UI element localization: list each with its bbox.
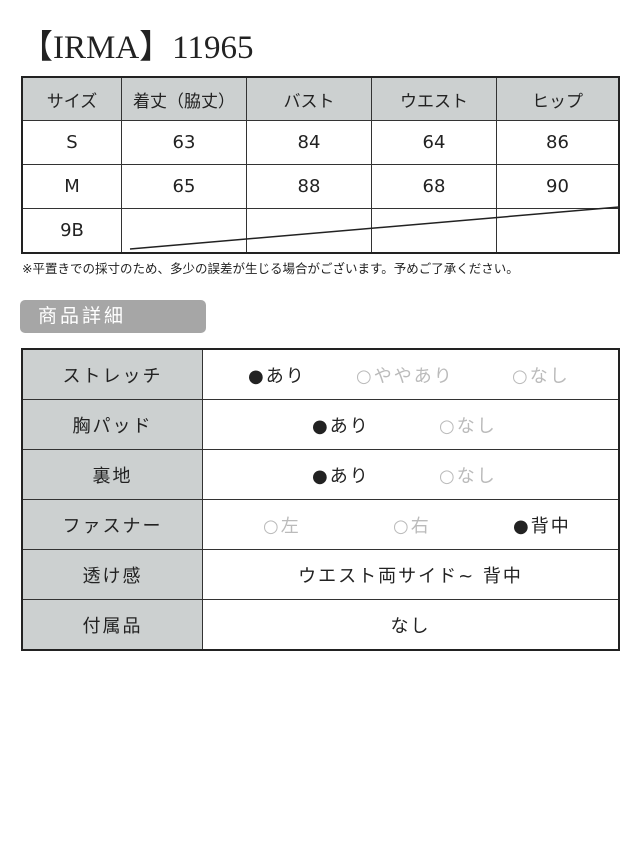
- details-table: ストレッチ ●あり ○ややあり ○なし 胸パッド ●あり ○なし 裏地 ●あり …: [21, 348, 620, 651]
- detail-label: 透け感: [21, 549, 203, 600]
- header-size: サイズ: [21, 76, 122, 121]
- cell: 84: [246, 120, 372, 165]
- cell: 90: [496, 164, 620, 209]
- detail-label: ストレッチ: [21, 348, 203, 400]
- header-waist: ウエスト: [371, 76, 497, 121]
- header-hip: ヒップ: [496, 76, 620, 121]
- detail-row-sheer: 透け感 ウエスト両サイド~ 背中: [21, 549, 620, 600]
- detail-label: 胸パッド: [21, 399, 203, 450]
- detail-label: 裏地: [21, 449, 203, 500]
- cell: 88: [246, 164, 372, 209]
- option: ○左: [263, 515, 301, 537]
- detail-row-lining: 裏地 ●あり ○なし: [21, 449, 620, 500]
- size-label: S: [21, 120, 122, 165]
- measurement-note: ※平置きでの採寸のため、多少の誤差が生じる場合がございます。予めご了承ください。: [22, 261, 519, 276]
- option-selected: ●あり: [248, 365, 306, 387]
- option-selected: ●あり: [312, 465, 370, 487]
- cell: 63: [121, 120, 247, 165]
- option-selected: ●背中: [513, 515, 571, 537]
- detail-row-accessories: 付属品 なし: [21, 599, 620, 651]
- detail-row-stretch: ストレッチ ●あり ○ややあり ○なし: [21, 348, 620, 400]
- option: ○なし: [512, 365, 570, 387]
- size-label: M: [21, 164, 122, 209]
- detail-label: 付属品: [21, 599, 203, 651]
- cell: [121, 208, 247, 254]
- page-title: 【IRMA】11965: [20, 30, 254, 66]
- details-heading: 商品詳細: [20, 300, 206, 333]
- option: ○なし: [439, 415, 497, 437]
- size-table: サイズ 着丈（脇丈） バスト ウエスト ヒップ S 63 84 64 86 M …: [21, 76, 620, 254]
- table-row: M 65 88 68 90: [21, 164, 620, 209]
- cell: 68: [371, 164, 497, 209]
- option: ○ややあり: [356, 365, 454, 387]
- table-row: 9B: [21, 208, 620, 254]
- detail-row-fastener: ファスナー ○左 ○右 ●背中: [21, 499, 620, 550]
- size-label: 9B: [21, 208, 122, 254]
- cell: 64: [371, 120, 497, 165]
- detail-label: ファスナー: [21, 499, 203, 550]
- table-row: S 63 84 64 86: [21, 120, 620, 165]
- option-selected: ●あり: [312, 415, 370, 437]
- header-length: 着丈（脇丈）: [121, 76, 247, 121]
- cell: 65: [121, 164, 247, 209]
- detail-value: ウエスト両サイド~ 背中: [202, 549, 620, 600]
- option: ○なし: [439, 465, 497, 487]
- size-table-header: サイズ 着丈（脇丈） バスト ウエスト ヒップ: [21, 76, 620, 121]
- header-bust: バスト: [246, 76, 372, 121]
- detail-row-pad: 胸パッド ●あり ○なし: [21, 399, 620, 450]
- cell: 86: [496, 120, 620, 165]
- detail-value: なし: [202, 599, 620, 651]
- cell: [246, 208, 372, 254]
- not-available-diagonal-line: [129, 206, 620, 250]
- option: ○右: [393, 515, 431, 537]
- cell: [371, 208, 497, 254]
